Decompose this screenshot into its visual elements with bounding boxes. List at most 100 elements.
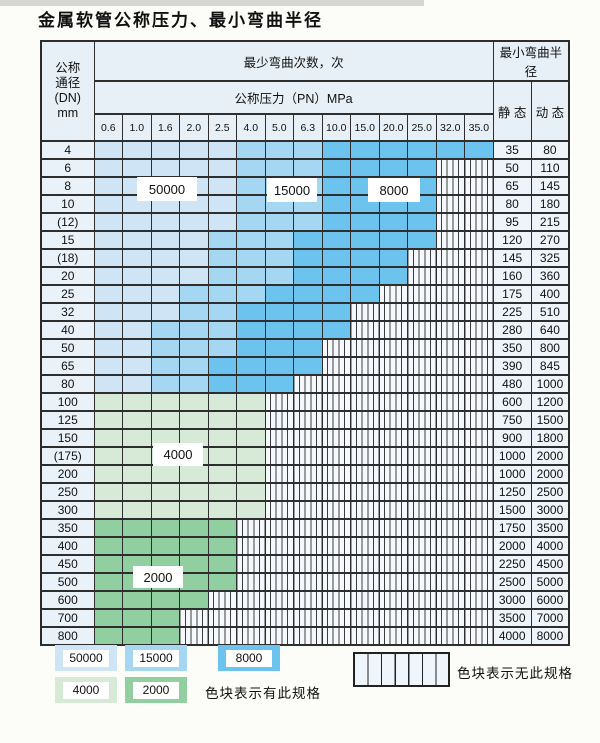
spec-cell-exists bbox=[179, 572, 209, 592]
spec-cell-exists bbox=[179, 374, 209, 394]
spec-cell-none bbox=[293, 590, 323, 610]
spec-cell-exists bbox=[236, 482, 266, 502]
spec-cell-none bbox=[407, 266, 437, 286]
spec-cell-exists bbox=[264, 338, 294, 358]
spec-cell-none bbox=[464, 212, 494, 232]
spec-cell-exists bbox=[93, 626, 123, 646]
spec-cell-none bbox=[207, 608, 237, 628]
table-row: 500 2500 5000 bbox=[40, 572, 570, 592]
spec-cell-none bbox=[350, 536, 380, 556]
spec-cell-exists bbox=[321, 248, 351, 268]
spec-cell-none bbox=[378, 320, 408, 340]
spec-cell-none bbox=[293, 608, 323, 628]
spec-cell-exists bbox=[207, 572, 237, 592]
spec-cell-none bbox=[464, 608, 494, 628]
spec-cell-exists bbox=[378, 158, 408, 178]
legend-swatch-2000: 2000 bbox=[125, 677, 187, 703]
spec-cell-none bbox=[435, 356, 465, 376]
spec-cell-none bbox=[407, 428, 437, 448]
spec-cell-exists bbox=[236, 284, 266, 304]
dn-cell: 200 bbox=[40, 464, 95, 484]
spec-cell-exists bbox=[93, 428, 123, 448]
spec-cell-exists bbox=[236, 212, 266, 232]
spec-cell-none bbox=[321, 518, 351, 538]
spec-cell-none bbox=[236, 626, 266, 646]
spec-cell-none bbox=[321, 446, 351, 466]
spec-cell-exists bbox=[236, 302, 266, 322]
spec-cell-none bbox=[464, 518, 494, 538]
spec-cell-exists bbox=[236, 464, 266, 484]
legend-swatch-label: 4000 bbox=[63, 681, 109, 699]
scan-artifact-strip bbox=[0, 0, 424, 6]
spec-cell-none bbox=[435, 158, 465, 178]
dynamic-cell: 3000 bbox=[530, 500, 570, 520]
spec-cell-exists bbox=[179, 392, 209, 412]
spec-cell-none bbox=[407, 554, 437, 574]
static-cell: 225 bbox=[492, 302, 532, 322]
spec-cell-none bbox=[435, 482, 465, 502]
spec-cell-none bbox=[464, 320, 494, 340]
spec-cell-exists bbox=[122, 428, 152, 448]
spec-cell-exists bbox=[179, 554, 209, 574]
spec-cell-none bbox=[236, 536, 266, 556]
spec-cell-none bbox=[464, 158, 494, 178]
spec-cell-exists bbox=[150, 266, 180, 286]
static-cell: 1500 bbox=[492, 500, 532, 520]
spec-cell-exists bbox=[435, 140, 465, 160]
spec-cell-none bbox=[435, 212, 465, 232]
spec-cell-exists bbox=[93, 590, 123, 610]
static-cell: 80 bbox=[492, 194, 532, 214]
dynamic-cell: 1800 bbox=[530, 428, 570, 448]
spec-cell-none bbox=[378, 554, 408, 574]
spec-cell-exists bbox=[236, 248, 266, 268]
spec-cell-none bbox=[378, 536, 408, 556]
spec-cell-none bbox=[293, 482, 323, 502]
spec-cell-exists bbox=[293, 230, 323, 250]
spec-cell-none bbox=[435, 374, 465, 394]
spec-cell-exists bbox=[236, 446, 266, 466]
spec-cell-none bbox=[435, 518, 465, 538]
spec-cell-exists bbox=[207, 338, 237, 358]
pressure-col-0.6: 0.6 bbox=[93, 113, 123, 142]
spec-cell-exists bbox=[321, 158, 351, 178]
spec-cell-exists bbox=[150, 356, 180, 376]
table-row: 40 280 640 bbox=[40, 320, 570, 340]
spec-cell-exists bbox=[207, 230, 237, 250]
pressure-col-25.0: 25.0 bbox=[407, 113, 437, 142]
spec-cell-none bbox=[464, 284, 494, 304]
table-row: 150 900 1800 bbox=[40, 428, 570, 448]
spec-cell-none bbox=[378, 626, 408, 646]
spec-cell-none bbox=[321, 482, 351, 502]
legend-swatch-label: 2000 bbox=[133, 681, 179, 699]
dn-cell: 8 bbox=[40, 176, 95, 196]
spec-cell-exists bbox=[207, 392, 237, 412]
spec-cell-none bbox=[464, 194, 494, 214]
spec-cell-exists bbox=[207, 554, 237, 574]
table-row: (18) 145 325 bbox=[40, 248, 570, 268]
dn-cell: 350 bbox=[40, 518, 95, 538]
spec-cell-none bbox=[464, 536, 494, 556]
spec-cell-none bbox=[407, 464, 437, 484]
spec-cell-none bbox=[435, 464, 465, 484]
spec-cell-none bbox=[321, 428, 351, 448]
static-cell: 1000 bbox=[492, 464, 532, 484]
pressure-col-2.5: 2.5 bbox=[207, 113, 237, 142]
spec-cell-none bbox=[350, 518, 380, 538]
spec-cell-none bbox=[407, 410, 437, 430]
dynamic-cell: 8000 bbox=[530, 626, 570, 646]
spec-cell-exists bbox=[207, 428, 237, 448]
table-row: 25 175 400 bbox=[40, 284, 570, 304]
spec-cell-exists bbox=[236, 266, 266, 286]
static-cell: 3500 bbox=[492, 608, 532, 628]
static-cell: 600 bbox=[492, 392, 532, 412]
spec-cell-exists bbox=[236, 176, 266, 196]
spec-cell-exists bbox=[122, 392, 152, 412]
spec-cell-exists bbox=[293, 320, 323, 340]
spec-cell-exists bbox=[150, 590, 180, 610]
dn-cell: 400 bbox=[40, 536, 95, 556]
table-row: 4 35 80 bbox=[40, 140, 570, 160]
table-row: (12) 95 215 bbox=[40, 212, 570, 232]
spec-cell-none bbox=[378, 284, 408, 304]
static-cell: 2000 bbox=[492, 536, 532, 556]
spec-cell-exists bbox=[122, 302, 152, 322]
